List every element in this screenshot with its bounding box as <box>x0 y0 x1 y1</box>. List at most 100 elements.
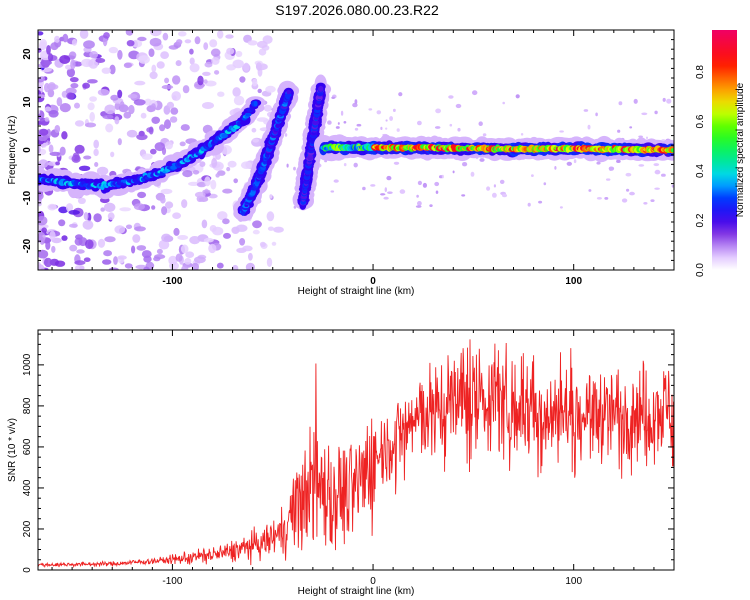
heatmap-faint-dot <box>251 127 257 133</box>
heatmap-noise-blob <box>136 133 148 141</box>
heatmap-faint-dot <box>629 191 635 196</box>
heatmap-faint-dot <box>492 192 497 198</box>
heatmap-noise-blob <box>49 151 61 156</box>
heatmap-faint-dot <box>654 187 660 190</box>
heatmap-noise-blob <box>55 161 60 166</box>
heatmap-noise-blob <box>217 91 225 97</box>
heatmap-noise-blob <box>48 144 54 153</box>
heatmap-noise-blob <box>227 160 237 168</box>
heatmap-noise-blob <box>70 83 79 89</box>
heatmap-noise-blob <box>217 211 228 221</box>
heatmap-faint-dot <box>327 120 332 125</box>
heatmap-noise-blob <box>117 138 122 146</box>
heatmap-faint-dot <box>501 193 508 198</box>
heatmap-noise-blob <box>38 215 48 226</box>
heatmap-noise-blob <box>82 220 94 230</box>
heatmap-faint-dot <box>638 164 645 167</box>
heatmap-noise-blob <box>138 55 150 64</box>
heatmap-noise-blob <box>93 213 102 223</box>
heatmap-faint-dot <box>387 191 393 194</box>
heatmap-faint-dot <box>606 178 611 181</box>
heatmap-faint-dot <box>386 175 392 181</box>
heatmap-noise-blob <box>38 264 45 270</box>
heatmap-noise-blob <box>84 122 97 128</box>
heatmap-noise-blob <box>38 159 49 169</box>
heatmap-noise-blob <box>134 226 146 232</box>
heatmap-noise-blob <box>110 94 119 101</box>
heatmap-noise-blob <box>127 94 138 99</box>
heatmap-noise-blob <box>189 63 200 73</box>
heatmap-noise-blob <box>141 153 153 160</box>
heatmap-faint-dot <box>380 126 383 130</box>
panel2-ytick-label: 200 <box>22 520 33 537</box>
heatmap-noise-blob <box>56 97 63 107</box>
heatmap-noise-blob <box>132 234 141 243</box>
heatmap-noise-blob <box>143 255 152 263</box>
panel1-ytick-label: -10 <box>22 190 33 205</box>
heatmap-noise-blob <box>114 116 120 125</box>
heatmap-faint-dot <box>608 166 615 171</box>
heatmap-faint-dot <box>479 158 485 162</box>
panel1-ytick-label: 20 <box>22 48 33 60</box>
snr-series-line <box>38 339 674 569</box>
heatmap-noise-blob <box>258 48 267 56</box>
heatmap-noise-blob <box>44 106 52 112</box>
heatmap-faint-dot <box>455 103 462 109</box>
heatmap-noise-blob <box>74 144 85 154</box>
heatmap-faint-dot <box>626 188 630 192</box>
heatmap-noise-blob <box>54 125 61 133</box>
heatmap-noise-blob <box>65 203 74 212</box>
heatmap-noise-blob <box>123 62 132 69</box>
heatmap-faint-dot <box>354 127 359 131</box>
heatmap-noise-blob <box>273 226 284 233</box>
heatmap-noise-blob <box>184 39 192 44</box>
heatmap-noise-blob <box>154 142 165 152</box>
heatmap-noise-blob <box>38 144 41 154</box>
heatmap-noise-blob <box>51 245 56 253</box>
heatmap-noise-blob <box>194 191 206 198</box>
heatmap-faint-dot <box>435 108 441 114</box>
heatmap-noise-blob <box>104 202 116 212</box>
heatmap-noise-blob <box>50 42 59 51</box>
heatmap-noise-blob <box>38 109 41 115</box>
heatmap-noise-blob <box>85 239 94 250</box>
heatmap-noise-blob <box>66 67 75 78</box>
heatmap-noise-blob <box>164 141 173 150</box>
heatmap-noise-blob <box>44 117 50 122</box>
heatmap-noise-blob <box>131 245 136 254</box>
heatmap-noise-blob <box>117 255 127 260</box>
heatmap-noise-blob <box>95 58 106 63</box>
heatmap-faint-dot <box>416 194 419 198</box>
heatmap-faint-dot <box>417 201 422 206</box>
heatmap-faint-dot <box>596 161 601 165</box>
heatmap-noise-blob <box>123 111 132 119</box>
heatmap-faint-dot <box>538 200 543 204</box>
heatmap-faint-dot <box>653 163 660 167</box>
heatmap-noise-blob <box>137 191 147 199</box>
heatmap-noise-blob <box>150 148 157 155</box>
panel1-xlabel: Height of straight line (km) <box>298 286 415 297</box>
heatmap-noise-blob <box>210 179 217 190</box>
heatmap-noise-blob <box>93 139 99 149</box>
heatmap-noise-blob <box>194 83 206 88</box>
heatmap-noise-blob <box>45 240 51 250</box>
heatmap-faint-dot <box>520 133 524 136</box>
heatmap-faint-dot <box>333 179 339 183</box>
heatmap-noise-blob <box>39 39 48 49</box>
heatmap-noise-blob <box>191 262 199 270</box>
panel2-xtick-label: 0 <box>370 576 376 587</box>
heatmap-noise-blob <box>252 220 262 229</box>
heatmap-noise-blob <box>194 36 201 45</box>
colorbar-label: Normalized spectral amplitude <box>735 82 746 217</box>
heatmap-noise-blob <box>126 40 135 47</box>
heatmap-noise-blob <box>103 32 110 39</box>
heatmap-noise-blob <box>119 207 132 212</box>
heatmap-noise-blob <box>101 67 112 74</box>
heatmap-faint-dot <box>566 161 572 166</box>
heatmap-noise-blob <box>78 165 91 171</box>
heatmap-noise-blob <box>182 85 190 94</box>
heatmap-noise-blob <box>46 45 51 55</box>
heatmap-noise-blob <box>199 161 206 168</box>
heatmap-noise-blob <box>175 60 182 67</box>
